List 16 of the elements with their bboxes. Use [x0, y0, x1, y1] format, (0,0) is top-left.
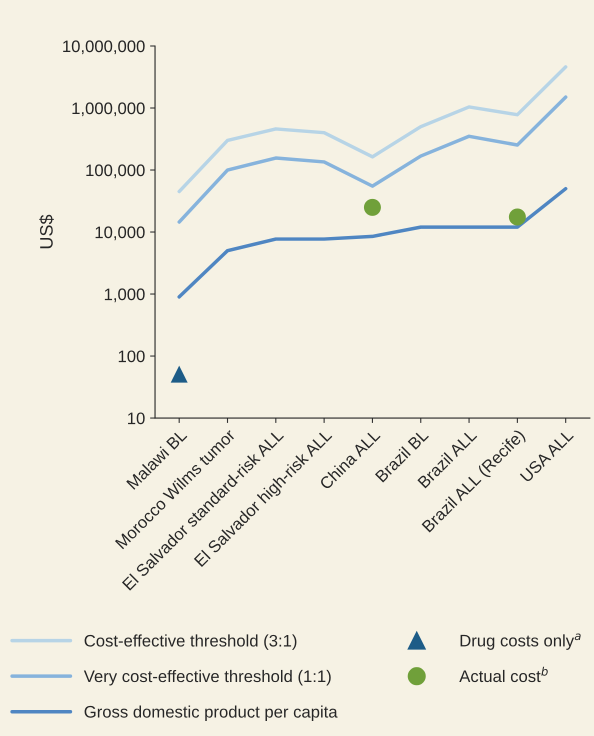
line-series: [177, 95, 568, 224]
y-tick-label: 10,000: [96, 226, 145, 240]
line-series: [177, 65, 568, 194]
y-tick-label: 1,000,000: [72, 102, 145, 116]
y-tick-label: 10: [128, 412, 145, 424]
legend-label: Drug costs only$^{a}$: [460, 633, 581, 650]
legend-label: Cost-effective threshold (3:1): [84, 634, 296, 650]
y-tick-label: 100: [118, 350, 145, 362]
y-tick-label: 10,000,000: [63, 40, 145, 54]
y-tick-label: 1,000: [104, 288, 145, 302]
legend-label: Gross domestic product per capita: [84, 705, 338, 721]
y-tick-label: 100,000: [86, 164, 145, 178]
legend-label: Actual cost$^{b}$: [459, 666, 548, 682]
y-axis-title: US$: [39, 214, 54, 248]
line-series: [177, 186, 568, 299]
legend-label: Very cost-effective threshold (1:1): [84, 670, 331, 686]
